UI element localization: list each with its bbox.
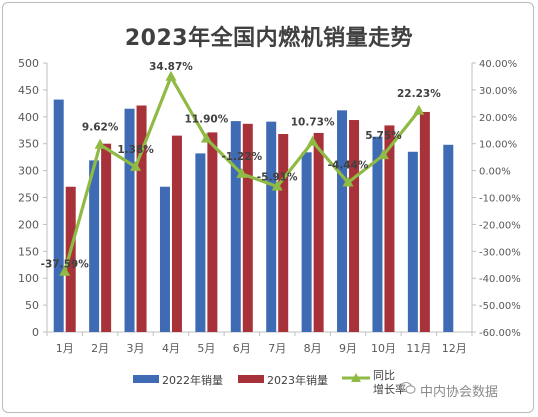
- x-tick-label: 2月: [91, 342, 109, 355]
- legend-label-2022: 2022年销量: [162, 374, 223, 387]
- y-tick-label-left: 400: [18, 111, 39, 124]
- legend-swatch-2023: [238, 375, 264, 383]
- y-tick-label-left: 100: [18, 272, 39, 285]
- y-tick-label-left: 250: [18, 192, 39, 205]
- y-tick-label-right: -20.00%: [479, 220, 521, 231]
- line-marker: [307, 135, 319, 146]
- x-tick-label: 10月: [371, 342, 396, 355]
- bar-2023年销量: [349, 120, 360, 332]
- x-tick-label: 9月: [339, 342, 357, 355]
- y-tick-label-right: 0.00%: [479, 167, 511, 178]
- x-tick-label: 8月: [304, 342, 322, 355]
- x-tick-label: 5月: [197, 342, 215, 355]
- bar-2022年销量: [407, 151, 418, 332]
- bar-2023年销量: [384, 125, 395, 333]
- data-label-yoy: 9.62%: [82, 122, 119, 134]
- legend-label-line-top: 同比: [373, 369, 395, 382]
- y-tick-label-left: 200: [18, 218, 39, 231]
- bar-2022年销量: [195, 153, 206, 332]
- x-tick-label: 6月: [233, 342, 251, 355]
- y-tick-label-right: -30.00%: [479, 247, 521, 258]
- data-label-yoy: 11.90%: [185, 114, 229, 126]
- chart-legend: 2022年销量 2023年销量 同比 增长率: [0, 364, 538, 404]
- y-tick-label-left: 350: [18, 138, 39, 151]
- y-tick-label-right: -40.00%: [479, 274, 521, 285]
- data-label-yoy: 22.23%: [397, 88, 441, 100]
- line-marker: [130, 160, 142, 171]
- bar-2022年销量: [89, 160, 100, 332]
- bar-2023年销量: [278, 134, 289, 332]
- y-tick-label-right: -60.00%: [479, 328, 521, 339]
- x-tick-label: 4月: [162, 342, 180, 355]
- bar-2023年销量: [242, 123, 253, 332]
- y-tick-label-right: 40.00%: [479, 59, 517, 70]
- y-tick-label-left: 0: [32, 326, 39, 339]
- x-tick-label: 11月: [406, 342, 431, 355]
- bar-2023年销量: [171, 135, 182, 332]
- data-label-yoy: -5.91%: [257, 171, 298, 183]
- y-tick-label-left: 50: [25, 299, 39, 312]
- legend-swatch-line: [342, 373, 370, 382]
- legend-swatch-2022: [133, 375, 159, 383]
- x-tick-label: 3月: [127, 342, 145, 355]
- wechat-icon: [400, 381, 416, 394]
- legend-label-line-bottom: 增长率: [373, 383, 406, 396]
- data-label-yoy: 1.38%: [117, 144, 154, 156]
- bar-2023年销量: [313, 132, 324, 332]
- bar-2022年销量: [337, 110, 348, 333]
- bar-2023年销量: [136, 105, 147, 332]
- line-marker: [377, 149, 389, 160]
- line-marker: [236, 167, 248, 178]
- watermark-text: 中内协会数据: [420, 385, 499, 400]
- y-tick-label-left: 450: [18, 84, 39, 97]
- y-tick-label-right: -50.00%: [479, 301, 521, 312]
- line-marker: [165, 70, 177, 81]
- bar-2022年销量: [230, 121, 241, 332]
- data-label-yoy: 10.73%: [291, 117, 335, 129]
- x-tick-label: 7月: [268, 342, 286, 355]
- bar-2023年销量: [419, 111, 430, 332]
- y-tick-label-right: 10.00%: [479, 140, 517, 151]
- line-marker: [94, 138, 106, 149]
- bar-2022年销量: [301, 152, 312, 332]
- y-tick-label-right: -10.00%: [479, 194, 521, 205]
- line-marker: [271, 180, 283, 191]
- bar-2022年销量: [53, 99, 64, 332]
- y-tick-label-right: 20.00%: [479, 113, 517, 124]
- data-label-yoy: -1.22%: [221, 151, 262, 163]
- data-label-yoy: 34.87%: [149, 61, 193, 73]
- data-label-yoy: -4.44%: [328, 160, 369, 172]
- bar-2022年销量: [159, 186, 170, 332]
- chart-title: 2023年全国内燃机销量走势: [124, 26, 414, 51]
- x-tick-label: 1月: [56, 342, 74, 355]
- data-label-yoy: -37.59%: [41, 259, 90, 271]
- legend-label-2023: 2023年销量: [267, 374, 328, 387]
- bar-2023年销量: [101, 143, 112, 332]
- bar-2023年销量: [65, 186, 76, 332]
- line-marker: [59, 265, 71, 276]
- x-tick-label: 12月: [442, 342, 467, 355]
- bar-2022年销量: [124, 108, 135, 332]
- bar-2022年销量: [372, 136, 383, 332]
- y-tick-label-right: 30.00%: [479, 86, 517, 97]
- bar-2022年销量: [266, 121, 277, 332]
- y-tick-label-left: 500: [18, 57, 39, 70]
- line-marker: [413, 104, 425, 115]
- data-label-yoy: 5.75%: [365, 130, 402, 142]
- y-tick-label-left: 300: [18, 165, 39, 178]
- bar-2022年销量: [443, 144, 454, 332]
- y-tick-label-left: 150: [18, 245, 39, 258]
- line-marker: [200, 132, 212, 143]
- line-marker: [342, 176, 354, 187]
- bar-2023年销量: [207, 132, 218, 332]
